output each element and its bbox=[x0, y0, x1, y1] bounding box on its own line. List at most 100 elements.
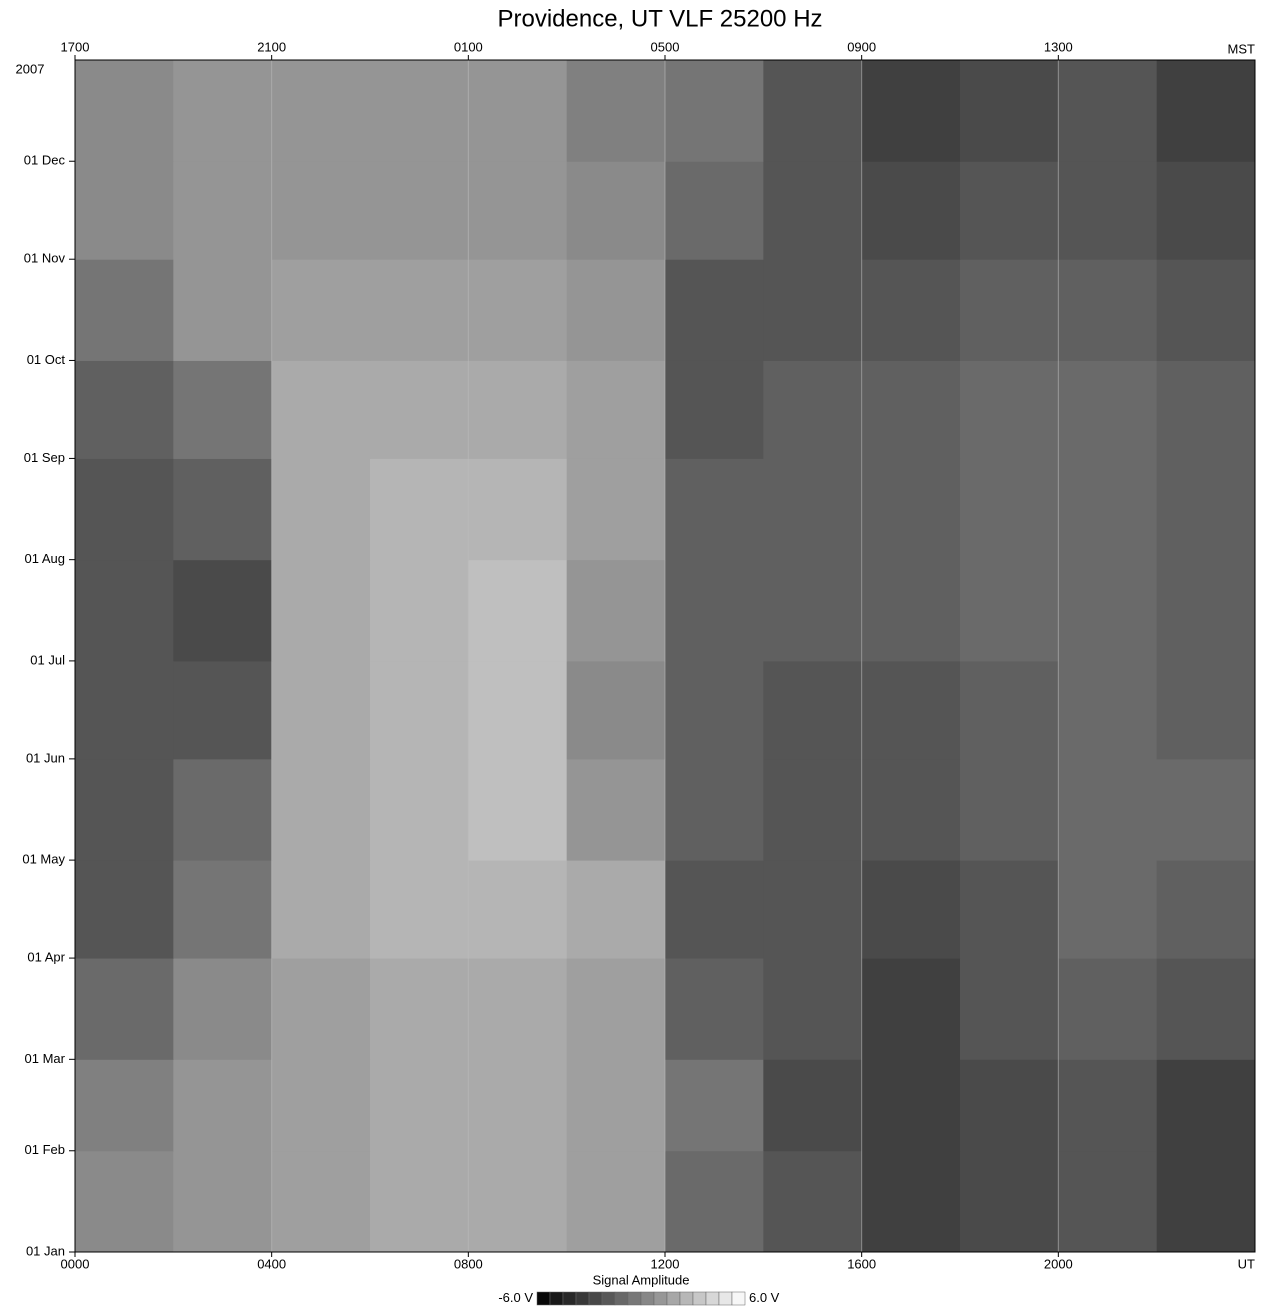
heatmap-cell bbox=[665, 458, 764, 560]
y-tick-label: 01 Feb bbox=[25, 1142, 65, 1157]
heatmap-cell bbox=[960, 661, 1059, 759]
x-tick-label: 0400 bbox=[257, 1256, 286, 1271]
heatmap-cell bbox=[960, 60, 1059, 162]
heatmap-cell bbox=[567, 860, 666, 958]
x-tick-label: 0000 bbox=[61, 1256, 90, 1271]
colorbar-step bbox=[537, 1292, 550, 1305]
heatmap-cell bbox=[1058, 259, 1157, 361]
heatmap-cell bbox=[763, 759, 862, 861]
heatmap-cell bbox=[370, 161, 469, 259]
heatmap-cell bbox=[272, 259, 371, 361]
heatmap-cell bbox=[1058, 458, 1157, 560]
heatmap-cell bbox=[272, 1059, 371, 1151]
colorbar-step bbox=[641, 1292, 654, 1305]
heatmap-cell bbox=[370, 560, 469, 662]
heatmap-cell bbox=[960, 958, 1059, 1060]
heatmap-cell bbox=[665, 1059, 764, 1151]
colorbar-step bbox=[680, 1292, 693, 1305]
heatmap-cell bbox=[468, 759, 567, 861]
y-tick-label: 01 May bbox=[22, 852, 65, 867]
heatmap-cell bbox=[567, 1059, 666, 1151]
colorbar-step bbox=[615, 1292, 628, 1305]
heatmap-cell bbox=[665, 560, 764, 662]
heatmap-cell bbox=[1157, 60, 1256, 162]
heatmap-cell bbox=[763, 360, 862, 458]
heatmap-cell bbox=[173, 360, 272, 458]
y-tick-label: 01 Jun bbox=[26, 750, 65, 765]
heatmap-cell bbox=[862, 1059, 961, 1151]
heatmap-cell bbox=[567, 161, 666, 259]
heatmap-cell bbox=[75, 360, 174, 458]
heatmap-cell bbox=[370, 661, 469, 759]
x2-tick-label: 0900 bbox=[847, 39, 876, 54]
heatmap-cell bbox=[1058, 661, 1157, 759]
heatmap-cell bbox=[173, 759, 272, 861]
heatmap-cell bbox=[862, 860, 961, 958]
heatmap-cell bbox=[1157, 161, 1256, 259]
heatmap-cell bbox=[370, 860, 469, 958]
heatmap-cell bbox=[1157, 560, 1256, 662]
heatmap-cell bbox=[665, 958, 764, 1060]
heatmap-cell bbox=[567, 560, 666, 662]
heatmap-cell bbox=[862, 661, 961, 759]
colorbar-step bbox=[628, 1292, 641, 1305]
heatmap-cell bbox=[173, 661, 272, 759]
colorbar-step bbox=[719, 1292, 732, 1305]
heatmap-cell bbox=[665, 759, 764, 861]
heatmap-cell bbox=[567, 60, 666, 162]
heatmap-cell bbox=[763, 458, 862, 560]
heatmap-cell bbox=[272, 360, 371, 458]
heatmap-cell bbox=[75, 958, 174, 1060]
heatmap-cell bbox=[665, 661, 764, 759]
x-axis-label: UT bbox=[1238, 1256, 1255, 1271]
heatmap-cell bbox=[960, 360, 1059, 458]
x2-tick-label: 0500 bbox=[651, 39, 680, 54]
heatmap-cell bbox=[763, 1151, 862, 1253]
heatmap-cell bbox=[1157, 1059, 1256, 1151]
heatmap-cell bbox=[862, 60, 961, 162]
y-tick-label: 01 Mar bbox=[25, 1051, 66, 1066]
x2-axis-label: MST bbox=[1228, 41, 1256, 56]
heatmap-cell bbox=[665, 860, 764, 958]
heatmap-cell bbox=[1058, 1059, 1157, 1151]
heatmap-cell bbox=[763, 259, 862, 361]
heatmap-cell bbox=[665, 60, 764, 162]
colorbar-tick-label: -6.0 V bbox=[498, 1290, 533, 1305]
x-tick-label: 2000 bbox=[1044, 1256, 1073, 1271]
heatmap-cell bbox=[1157, 860, 1256, 958]
heatmap-cell bbox=[75, 161, 174, 259]
heatmap-cell bbox=[567, 259, 666, 361]
heatmap-cell bbox=[173, 958, 272, 1060]
heatmap-cell bbox=[567, 958, 666, 1060]
heatmap-cell bbox=[272, 560, 371, 662]
heatmap-cell bbox=[468, 958, 567, 1060]
heatmap-cell bbox=[567, 360, 666, 458]
heatmap-cell bbox=[1058, 1151, 1157, 1253]
heatmap-cell bbox=[75, 759, 174, 861]
y-tick-label: 01 Nov bbox=[24, 251, 66, 266]
heatmap-cell bbox=[468, 161, 567, 259]
heatmap-cell bbox=[173, 60, 272, 162]
heatmap-cell bbox=[862, 1151, 961, 1253]
heatmap-cell bbox=[468, 60, 567, 162]
heatmap-cell bbox=[1157, 458, 1256, 560]
heatmap-cell bbox=[1058, 161, 1157, 259]
y-axis-label: 2007 bbox=[16, 61, 45, 76]
heatmap-cell bbox=[862, 759, 961, 861]
colorbar-step bbox=[706, 1292, 719, 1305]
heatmap-cell bbox=[173, 161, 272, 259]
heatmap-cell bbox=[75, 259, 174, 361]
heatmap-cell bbox=[567, 1151, 666, 1253]
heatmap-cell bbox=[75, 1151, 174, 1253]
heatmap-cell bbox=[960, 1059, 1059, 1151]
heatmap-cell bbox=[1157, 759, 1256, 861]
colorbar-step bbox=[667, 1292, 680, 1305]
heatmap-cell bbox=[763, 560, 862, 662]
heatmap-cell bbox=[75, 560, 174, 662]
heatmap-cell bbox=[960, 860, 1059, 958]
heatmap-cell bbox=[272, 958, 371, 1060]
y-tick-label: 01 Jul bbox=[30, 652, 65, 667]
heatmap-cell bbox=[665, 360, 764, 458]
heatmap-cell bbox=[370, 458, 469, 560]
heatmap-cell bbox=[173, 1151, 272, 1253]
